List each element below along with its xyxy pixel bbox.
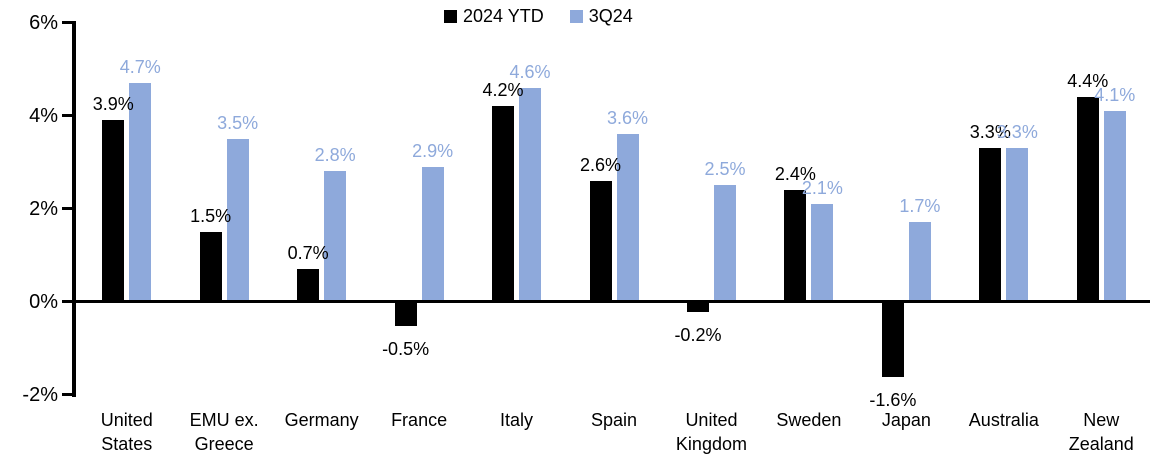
value-label-2024-ytd-italy: 4.2%: [482, 80, 524, 101]
value-label-2024-ytd-australia: 3.3%: [969, 122, 1011, 143]
legend-item-2024-ytd: 2024 YTD: [444, 6, 544, 26]
value-label-3q24-italy: 4.6%: [509, 61, 551, 82]
value-label-2024-ytd-spain: 2.6%: [579, 154, 622, 175]
y-tick-mark: [62, 207, 72, 210]
value-label-2024-ytd-emu-ex-greece: 1.5%: [190, 205, 232, 226]
x-axis-label-japan: Japan: [881, 410, 931, 430]
value-label-2024-ytd-japan: -1.6%: [869, 389, 917, 410]
bar-3q24-united-kingdom: [713, 185, 736, 302]
value-label-3q24-new-zealand: 4.1%: [1094, 84, 1136, 105]
value-label-2024-ytd-new-zealand: 4.4%: [1067, 70, 1109, 91]
legend-swatch-3q24-icon: [569, 9, 583, 23]
bar-3q24-italy: [519, 87, 542, 302]
y-tick-label-4: 4%: [29, 104, 58, 127]
value-label-2024-ytd-united-states: 3.9%: [92, 94, 134, 115]
x-axis-label-united-states: United States: [100, 410, 153, 454]
bar-2024-ytd-spain: [589, 180, 612, 302]
legend-label-3q24: 3Q24: [588, 6, 633, 26]
bar-2024-ytd-united-states: [102, 120, 125, 302]
bar-2024-ytd-italy: [492, 106, 515, 302]
value-label-3q24-australia: 3.3%: [996, 122, 1038, 143]
bar-2024-ytd-france: [394, 303, 417, 327]
bar-3q24-united-states: [129, 82, 152, 302]
y-tick-mark: [62, 393, 72, 396]
bar-3q24-sweden: [811, 203, 834, 302]
value-label-3q24-united-states: 4.7%: [119, 56, 161, 77]
bar-3q24-emu-ex-greece: [226, 138, 249, 302]
bar-3q24-japan: [908, 222, 931, 302]
value-label-2024-ytd-sweden: 2.4%: [774, 163, 816, 184]
bar-3q24-new-zealand: [1103, 110, 1126, 302]
x-axis-label-italy: Italy: [500, 410, 534, 430]
bar-2024-ytd-japan: [881, 303, 904, 378]
x-axis-label-spain: Spain: [590, 410, 638, 430]
value-label-2024-ytd-france: -0.5%: [382, 338, 430, 359]
x-axis-label-australia: Australia: [968, 410, 1039, 430]
bar-2024-ytd-united-kingdom: [686, 303, 709, 313]
value-label-3q24-united-kingdom: 2.5%: [704, 159, 746, 180]
value-label-3q24-france: 2.9%: [412, 140, 454, 161]
legend-item-3q24: 3Q24: [569, 6, 633, 26]
value-label-2024-ytd-united-kingdom: -0.2%: [674, 324, 722, 345]
value-label-2024-ytd-germany: 0.7%: [287, 242, 329, 263]
y-tick-label-2: 2%: [29, 197, 58, 220]
bar-3q24-germany: [324, 171, 347, 302]
x-axis-label-france: France: [391, 410, 448, 430]
bar-2024-ytd-sweden: [784, 189, 807, 302]
y-tick-label-6: 6%: [29, 11, 58, 34]
bar-2024-ytd-australia: [979, 148, 1002, 302]
y-axis-line: [72, 21, 76, 397]
value-label-3q24-sweden: 2.1%: [801, 177, 843, 198]
value-label-3q24-japan: 1.7%: [899, 196, 941, 217]
y-tick-label-0: 0%: [29, 290, 58, 313]
x-axis-label-new-zealand: New Zealand: [1068, 410, 1134, 454]
bar-2024-ytd-emu-ex-greece: [199, 231, 222, 302]
x-axis-label-germany: Germany: [284, 410, 359, 430]
y-tick-mark: [62, 300, 72, 303]
bar-3q24-france: [421, 166, 444, 302]
x-axis-label-emu-ex-greece: EMU ex. Greece: [189, 410, 259, 454]
value-label-3q24-emu-ex-greece: 3.5%: [217, 112, 259, 133]
bar-3q24-australia: [1006, 148, 1029, 302]
y-tick-label-2: -2%: [22, 383, 58, 406]
y-tick-mark: [62, 114, 72, 117]
chart-legend: 2024 YTD 3Q24: [444, 6, 633, 26]
x-axis-label-sweden: Sweden: [776, 410, 842, 430]
bar-2024-ytd-new-zealand: [1076, 96, 1099, 302]
legend-swatch-2024-ytd-icon: [444, 9, 457, 23]
y-tick-mark: [62, 21, 72, 24]
legend-label-2024-ytd: 2024 YTD: [463, 6, 544, 26]
bar-3q24-spain: [616, 134, 639, 302]
value-label-3q24-germany: 2.8%: [314, 145, 356, 166]
x-axis-zero-line: [72, 300, 1150, 303]
value-label-3q24-spain: 3.6%: [606, 108, 649, 129]
bar-2024-ytd-germany: [297, 268, 320, 302]
x-axis-label-united-kingdom: United Kingdom: [675, 410, 747, 454]
